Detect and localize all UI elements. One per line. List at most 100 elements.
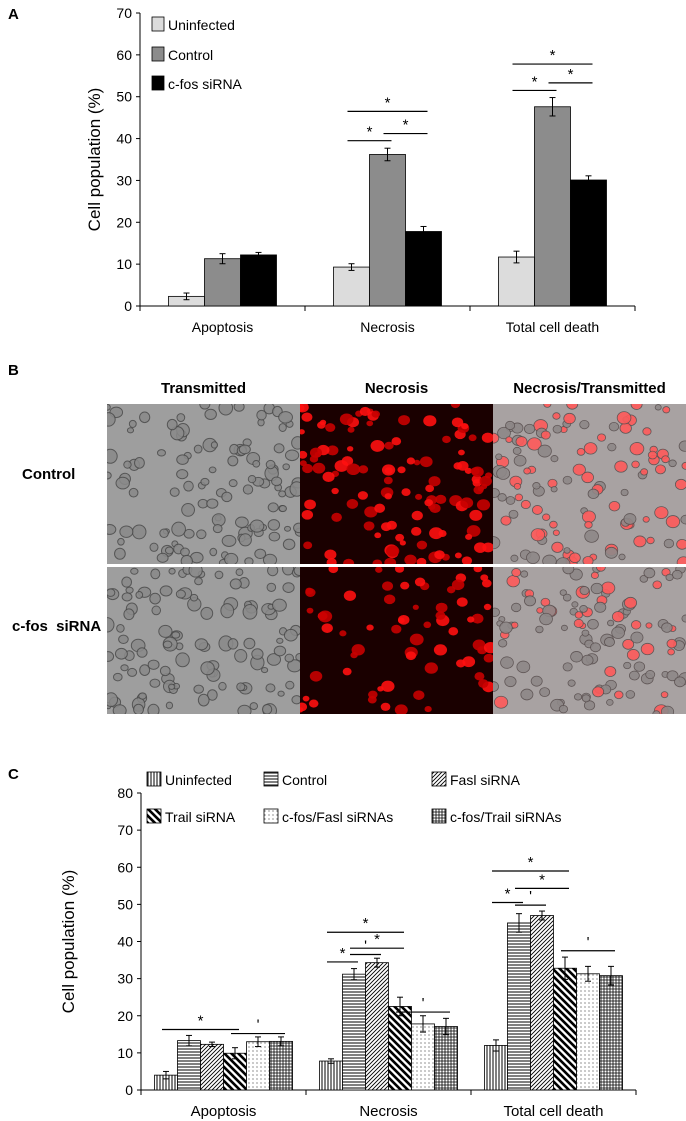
chart-c-bar-trail-sirna-necrosis [388, 1006, 412, 1091]
chart-c-significance-mark: * [374, 931, 380, 948]
chart-c-bar-uninfected-necrosis [319, 1060, 343, 1091]
chart-c-legend-label-control: Control [282, 772, 327, 788]
column-title-necrosis-transmitted: Necrosis/Transmitted [513, 380, 666, 397]
chart-c-significance-mark: * [539, 871, 545, 888]
chart-c-significance-mark: ' [257, 1017, 260, 1034]
chart-a-significance-mark: * [403, 117, 409, 134]
row-label-cfos-sirna: c-fos siRNA [12, 618, 102, 635]
chart-c-legend-swatch-c-fos-fasl-sirnas [263, 808, 279, 824]
chart-a-bar-control-apoptosis [204, 258, 241, 307]
chart-a-bar-uninfected-total-cell-death [498, 256, 535, 307]
chart-c-significance-mark: ' [587, 934, 590, 951]
chart-c-legend-swatch-fasl-sirna [431, 771, 447, 787]
chart-a-legend-label-c-fos-sirna: c-fos siRNA [168, 76, 243, 92]
column-title-transmitted: Transmitted [160, 380, 247, 397]
chart-a-legend-label-control: Control [168, 47, 213, 63]
chart-c-legend-label-trail-sirna: Trail siRNA [165, 809, 236, 825]
chart-c-bar-fasl-sirna-necrosis [365, 962, 389, 1091]
chart-a-bar-c-fos-sirna-apoptosis [240, 254, 277, 307]
chart-c-bar-uninfected-total-cell-death [484, 1045, 508, 1091]
chart-c-bar-fasl-sirna-total-cell-death [530, 915, 554, 1091]
chart-a-significance-mark: * [367, 124, 373, 141]
chart-a-bar-c-fos-sirna-total-cell-death [570, 179, 607, 307]
micrograph-control-necrosis [300, 404, 493, 564]
chart-c-significance-mark: * [528, 854, 534, 871]
micrograph-control-overlay [493, 404, 686, 564]
micrograph-cfos-necrosis [300, 567, 493, 714]
chart-c-ytick-label: 60 [117, 859, 133, 875]
chart-a-ytick-label: 20 [116, 214, 132, 230]
chart-a-significance-mark: * [385, 94, 391, 111]
chart-a-ytick-label: 40 [116, 131, 132, 147]
chart-a-ytick-label: 10 [116, 256, 132, 272]
chart-c-legend-swatch-c-fos-trail-sirnas [431, 808, 447, 824]
chart-a-ytick-label: 30 [116, 172, 132, 188]
chart-c-legend-swatch-uninfected [146, 771, 162, 787]
chart-c-ytick-label: 0 [125, 1082, 133, 1098]
chart-c-category-label: Necrosis [359, 1103, 417, 1120]
chart-a-bar-c-fos-sirna-necrosis [405, 231, 442, 307]
micrograph-cfos-overlay [493, 567, 686, 714]
chart-c-legend-label-c-fos-trail-sirnas: c-fos/Trail siRNAs [450, 809, 562, 825]
chart-c-ytick-label: 20 [117, 1008, 133, 1024]
chart-a-ytick-label: 0 [124, 298, 132, 314]
chart-c-significance-mark: ' [422, 995, 425, 1012]
chart-a-significance-mark: * [550, 47, 556, 64]
panel-letter-a: A [8, 6, 19, 23]
chart-a-significance-mark: * [568, 66, 574, 83]
chart-c-bar-control-necrosis [342, 973, 366, 1091]
chart-a-bar-control-necrosis [369, 154, 406, 307]
chart-a-y-axis-label: Cell population (%) [85, 88, 104, 232]
chart-c-bar-fasl-sirna-apoptosis [200, 1043, 224, 1091]
chart-a-ytick-label: 70 [116, 5, 132, 21]
chart-c-bar-c-fos-fasl-sirnas-apoptosis [246, 1041, 270, 1091]
chart-c: 0 10 20 30 40 50 60 70 80 Apoptosis Necrosis Total … [59, 771, 637, 1120]
chart-c-ytick-label: 70 [117, 822, 133, 838]
chart-c-category-label: Apoptosis [191, 1103, 257, 1120]
chart-c-significance-mark: * [198, 1012, 204, 1029]
chart-c-bar-c-fos-trail-sirnas-necrosis [434, 1026, 458, 1091]
micrograph-cfos-transmitted [107, 567, 300, 727]
chart-c-ytick-label: 10 [117, 1045, 133, 1061]
chart-c-legend-swatch-trail-sirna [146, 808, 162, 824]
chart-c-bar-c-fos-trail-sirnas-total-cell-death [599, 975, 623, 1091]
chart-a-ytick-label: 60 [116, 47, 132, 63]
chart-c-legend-label-c-fos-fasl-sirnas: c-fos/Fasl siRNAs [282, 809, 393, 825]
chart-c-bar-control-total-cell-death [507, 922, 531, 1091]
chart-c-category-label: Total cell death [503, 1103, 603, 1120]
chart-a-category-label: Total cell death [506, 319, 599, 335]
chart-a-legend-label-uninfected: Uninfected [168, 17, 235, 33]
chart-c-legend-swatch-control [263, 771, 279, 787]
chart-a-legend-swatch-control [151, 46, 165, 62]
chart-c-bar-c-fos-fasl-sirnas-necrosis [411, 1023, 435, 1091]
panel-letter-b: B [8, 362, 19, 379]
chart-a: 0 10 20 30 40 50 60 70 Apoptosis Necrosis Total ce… [85, 5, 636, 335]
chart-c-ytick-label: 30 [117, 971, 133, 987]
chart-c-ytick-label: 50 [117, 896, 133, 912]
chart-c-bar-c-fos-fasl-sirnas-total-cell-death [576, 973, 600, 1091]
column-title-necrosis: Necrosis [364, 380, 429, 397]
chart-c-bar-c-fos-trail-sirnas-apoptosis [269, 1040, 293, 1091]
chart-a-ytick-label: 50 [116, 89, 132, 105]
chart-c-legend-label-fasl-sirna: Fasl siRNA [450, 772, 521, 788]
chart-c-significance-mark: * [505, 886, 511, 903]
chart-a-category-label: Apoptosis [192, 319, 253, 335]
chart-c-bar-control-apoptosis [177, 1040, 201, 1091]
chart-a-legend-swatch-c-fos-sirna [151, 75, 165, 91]
chart-c-significance-mark: * [340, 945, 346, 962]
chart-c-ytick-label: 40 [117, 934, 133, 950]
chart-c-significance-mark: * [363, 915, 369, 932]
chart-a-category-label: Necrosis [360, 319, 414, 335]
row-label-control: Control [22, 466, 76, 483]
chart-a-bar-control-total-cell-death [534, 106, 571, 307]
chart-c-bar-trail-sirna-total-cell-death [553, 967, 577, 1091]
chart-a-legend-swatch-uninfected [151, 16, 165, 32]
chart-c-ytick-label: 80 [117, 785, 133, 801]
chart-c-significance-mark: ' [364, 937, 367, 954]
chart-c-legend-label-uninfected: Uninfected [165, 772, 232, 788]
panel-letter-c: C [8, 766, 19, 783]
chart-c-y-axis-label: Cell population (%) [59, 870, 78, 1014]
chart-a-significance-mark: * [532, 73, 538, 90]
chart-c-significance-mark: ' [529, 888, 532, 905]
chart-a-bar-uninfected-necrosis [333, 266, 370, 307]
